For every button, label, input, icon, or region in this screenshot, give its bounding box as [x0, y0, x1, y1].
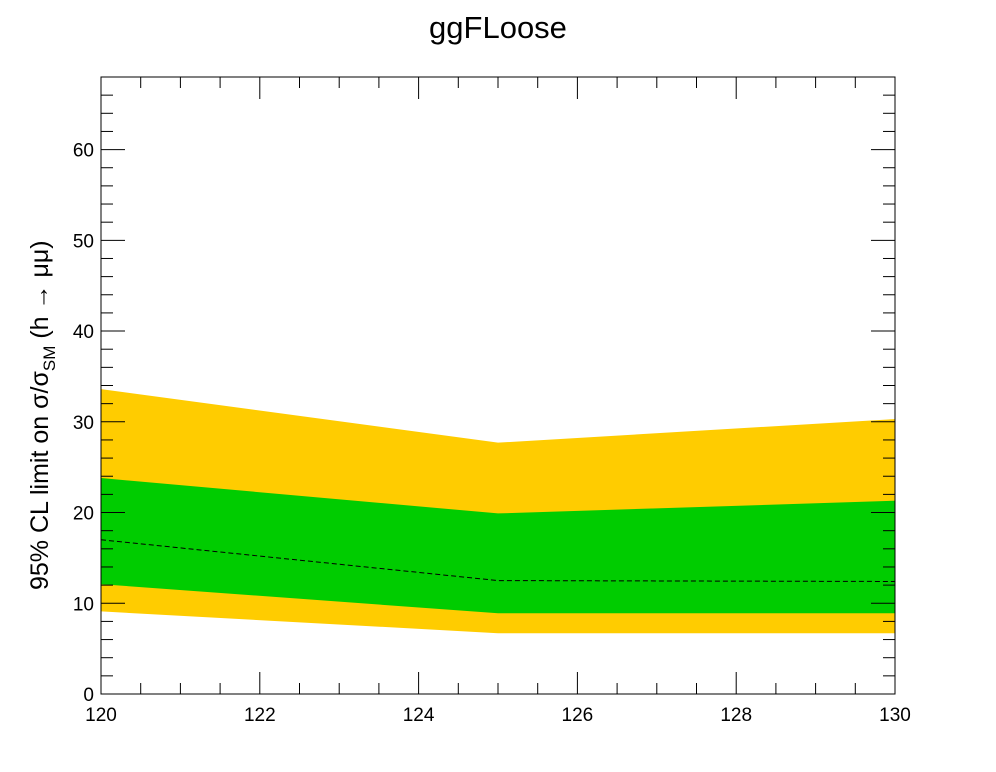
ticks-layer: [100, 76, 896, 695]
y-tick-label: 30: [73, 413, 94, 434]
y-tick-label: 0: [83, 685, 94, 706]
y-axis-label-subscript: SM: [40, 346, 59, 372]
x-tick-label: 120: [85, 705, 117, 726]
y-tick-label: 40: [73, 322, 94, 343]
x-tick-label: 122: [244, 705, 276, 726]
chart-title: ggFLoose: [429, 10, 567, 45]
y-tick-label: 10: [73, 594, 94, 615]
x-tick-label: 124: [403, 705, 435, 726]
y-axis-label-suffix: (h → μμ): [26, 240, 54, 345]
y-axis-label-main: 95% CL limit on σ/σ: [26, 371, 54, 590]
y-axis-label: 95% CL limit on σ/σSM (h → μμ): [26, 240, 59, 590]
y-tick-label: 50: [73, 231, 94, 252]
y-tick-label: 20: [73, 504, 94, 525]
band-1sigma: [101, 478, 895, 614]
x-tick-label: 130: [879, 705, 911, 726]
x-tick-label: 126: [562, 705, 594, 726]
tick-labels-layer: 120 122 124 126 128 130 0 10 20 30 40 50 60: [73, 141, 911, 726]
bands-layer: [101, 389, 895, 634]
y-tick-label: 60: [73, 141, 94, 162]
x-tick-label: 128: [720, 705, 752, 726]
